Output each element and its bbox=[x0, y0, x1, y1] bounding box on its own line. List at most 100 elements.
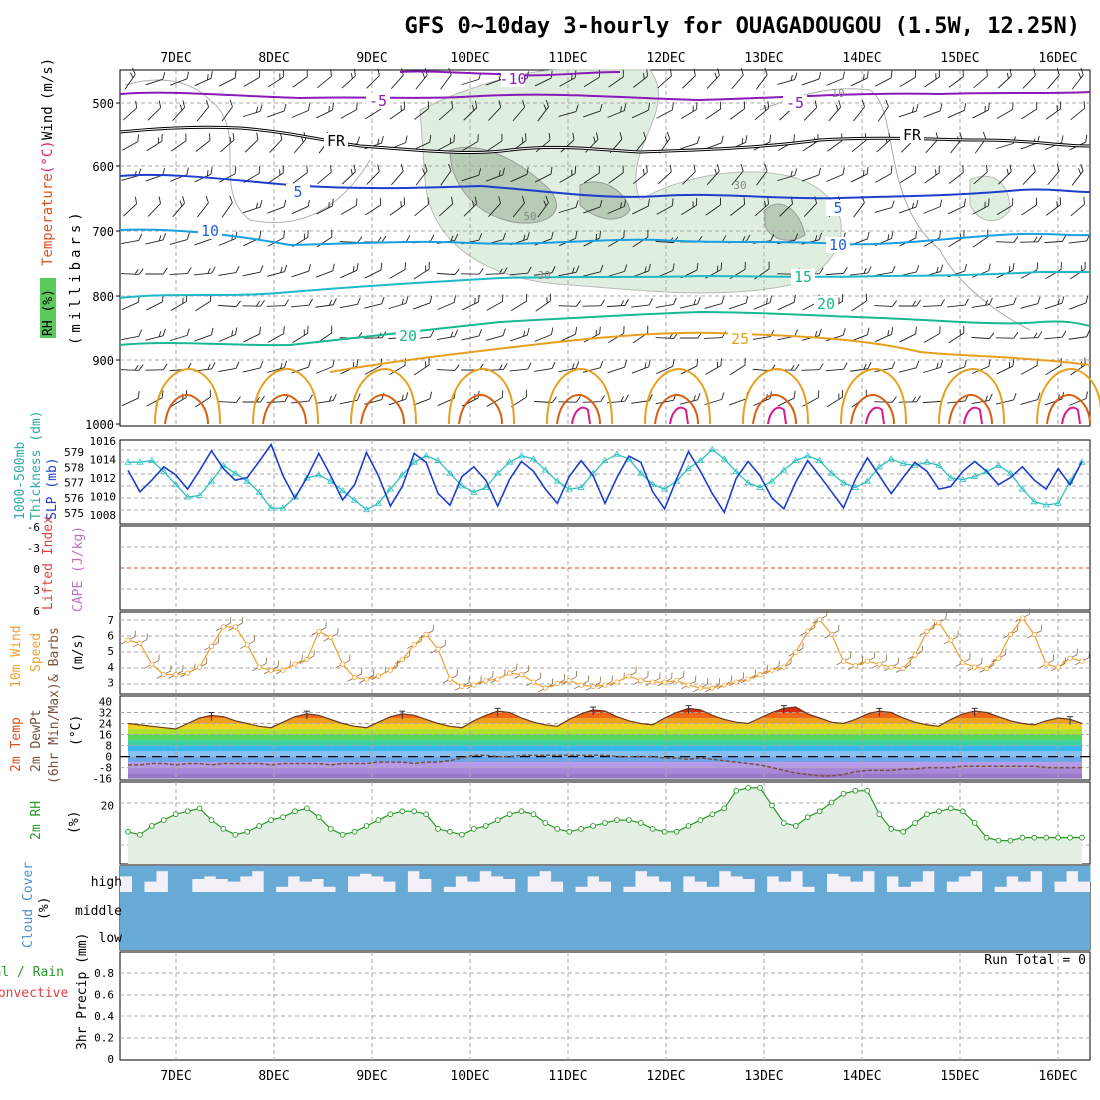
barb-feather bbox=[210, 71, 213, 79]
barb-feather bbox=[137, 134, 139, 142]
barb-shaft bbox=[291, 304, 310, 308]
wind-speed-point bbox=[1007, 631, 1014, 637]
barb-shaft bbox=[922, 305, 941, 307]
wind-barb bbox=[364, 262, 383, 279]
wind-speed-point bbox=[650, 679, 656, 685]
cloud-high-bar bbox=[742, 866, 756, 879]
barb-shaft bbox=[853, 106, 865, 122]
barb-feather bbox=[843, 362, 848, 370]
barb-feather bbox=[666, 131, 671, 139]
wind-barb bbox=[440, 163, 452, 186]
rh2m-point bbox=[721, 805, 728, 812]
barb-feather bbox=[256, 132, 259, 140]
barb-shaft bbox=[267, 333, 284, 343]
barb-feather bbox=[745, 295, 749, 304]
barb-feather bbox=[987, 198, 990, 206]
barb-feather bbox=[717, 361, 719, 368]
barb-feather bbox=[863, 363, 867, 370]
wind-barb bbox=[1020, 392, 1041, 405]
barb-shaft bbox=[170, 140, 187, 152]
temp2m-tick: 40 bbox=[99, 696, 112, 709]
barb-shaft bbox=[608, 332, 624, 344]
barb-shaft bbox=[728, 302, 747, 310]
barb-feather bbox=[1012, 263, 1015, 271]
barb-feather bbox=[498, 100, 502, 108]
slp-tick: 1014 bbox=[90, 454, 117, 467]
wind-speed-point bbox=[685, 682, 692, 688]
wind-speed-point bbox=[125, 637, 131, 643]
barb-feather bbox=[308, 298, 313, 306]
barb-shaft bbox=[655, 303, 674, 309]
barb-shaft bbox=[826, 78, 844, 86]
barb-feather bbox=[817, 390, 820, 398]
wind-barb bbox=[124, 67, 136, 90]
barb-shaft bbox=[803, 203, 817, 217]
wind-barb bbox=[388, 296, 409, 310]
wind-speed-point bbox=[447, 676, 453, 682]
rh2m-point bbox=[781, 820, 787, 826]
thickness-marker bbox=[994, 461, 1003, 468]
thickness-marker bbox=[362, 505, 371, 513]
thickness-marker bbox=[398, 471, 406, 478]
barb-shaft bbox=[461, 174, 479, 182]
barb-shaft bbox=[243, 333, 260, 343]
wind-speed-point bbox=[614, 679, 620, 685]
barb-feather bbox=[430, 330, 435, 338]
day-label-bottom: 8DEC bbox=[258, 1069, 289, 1084]
barb-feather bbox=[307, 103, 311, 111]
cloud-high-bar bbox=[479, 866, 492, 872]
surface-isotherm-hot bbox=[164, 394, 209, 425]
barb-shaft bbox=[1047, 170, 1060, 186]
barb-shaft bbox=[559, 77, 576, 87]
barb-feather bbox=[209, 133, 211, 141]
isotherm-label-bg bbox=[826, 200, 850, 216]
surface-warm-contours bbox=[154, 368, 1100, 425]
cloud-high-bar bbox=[898, 866, 911, 887]
rh2m-point bbox=[494, 817, 501, 823]
barb-shaft bbox=[923, 110, 941, 118]
barb-feather bbox=[717, 164, 720, 172]
rh2m-point bbox=[459, 831, 465, 838]
barb-feather bbox=[887, 234, 890, 241]
barb-shaft bbox=[608, 172, 624, 184]
barb-feather bbox=[525, 133, 527, 141]
wind-barb bbox=[267, 326, 285, 343]
barb-feather bbox=[258, 166, 261, 174]
barb-shaft bbox=[1044, 398, 1063, 406]
wind-barb bbox=[631, 359, 651, 374]
rh2m-point bbox=[1007, 837, 1014, 844]
barb-feather bbox=[838, 100, 842, 108]
rh2m-panel: 20 bbox=[101, 781, 1091, 865]
wind-barb bbox=[195, 389, 211, 408]
thickness-marker bbox=[350, 496, 359, 503]
wind10m-barb-feather bbox=[230, 617, 232, 624]
isotherm-label: 15 bbox=[794, 268, 812, 286]
wind-barb bbox=[121, 233, 143, 245]
barb-feather bbox=[741, 138, 744, 145]
wind10m-barb-feather bbox=[528, 665, 530, 671]
wind-barb bbox=[436, 329, 459, 341]
barb-feather bbox=[1033, 236, 1038, 243]
rh2m-point bbox=[196, 805, 203, 812]
barb-feather bbox=[1078, 168, 1082, 175]
barb-feather bbox=[885, 99, 889, 107]
wind-barb bbox=[534, 266, 556, 276]
barb-feather bbox=[1033, 332, 1038, 339]
wind-barb bbox=[414, 101, 430, 120]
cloud-high-bar bbox=[718, 866, 732, 872]
barb-feather bbox=[478, 233, 483, 241]
barb-feather bbox=[282, 165, 284, 173]
barb-feather bbox=[234, 166, 237, 174]
wind10m-barb-feather bbox=[683, 670, 685, 677]
barb-feather bbox=[377, 68, 380, 76]
wind-barb bbox=[218, 396, 241, 403]
barb-shaft bbox=[366, 75, 380, 89]
barb-feather bbox=[818, 167, 822, 176]
wind-barb bbox=[291, 199, 310, 215]
wind-barb bbox=[414, 197, 430, 217]
thickness-marker bbox=[422, 452, 430, 459]
barb-feather bbox=[1085, 295, 1089, 303]
wind-speed-point bbox=[256, 664, 262, 670]
isotherm-label: 20 bbox=[399, 327, 417, 345]
wind-barb bbox=[461, 294, 480, 311]
